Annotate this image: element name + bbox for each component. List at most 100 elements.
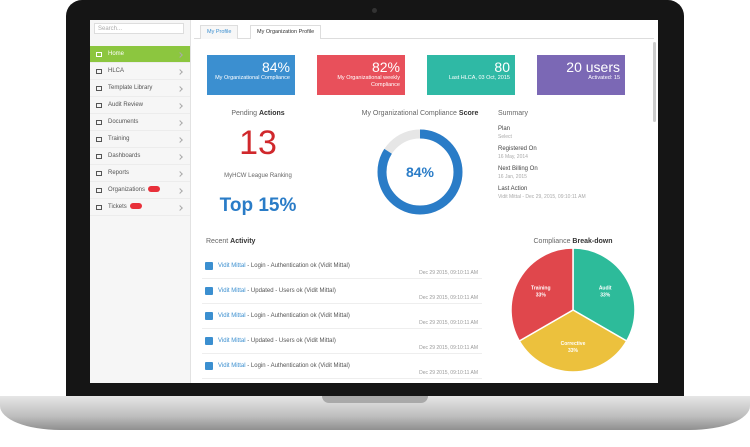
- pending-title: Pending Actions: [210, 110, 306, 117]
- activity-user[interactable]: Vidit Mittal: [218, 263, 246, 269]
- activity-action: - Login - Authentication ok (Vidit Mitta…: [247, 263, 350, 269]
- summary-value: 16 Jan, 2015: [498, 174, 527, 180]
- menu-badge: [129, 203, 142, 210]
- pie-label: 33%: [600, 292, 611, 298]
- menu-label: Reports: [108, 170, 130, 176]
- activity-row: Vidit Mittal - Login - Authentication ok…: [202, 358, 482, 379]
- menu-label: Training: [108, 136, 130, 142]
- score-title-text: My Organizational Compliance: [361, 110, 457, 117]
- scrollbar[interactable]: [653, 42, 656, 122]
- menu-label: Audit Review: [108, 102, 144, 108]
- ranking-title: MyHCW League Ranking: [224, 173, 292, 179]
- activity-check: [205, 262, 213, 270]
- activity-text: Vidit Mittal - Updated - Users ok (Vidit…: [218, 338, 336, 344]
- breakdown-title-bold: Break-down: [572, 238, 613, 245]
- breakdown-title: Compliance Break-down: [510, 238, 636, 245]
- pending-title-text: Pending: [231, 110, 258, 117]
- summary-field: Registered On 16 May, 2014: [498, 146, 648, 160]
- search-box[interactable]: Search...: [94, 23, 184, 34]
- menu-item[interactable]: Audit Review: [90, 97, 190, 114]
- breakdown-title-text: Compliance: [533, 238, 571, 245]
- pie-slice: [572, 247, 636, 343]
- activity-action: - Updated - Users ok (Vidit Mittal): [247, 288, 336, 294]
- activity-text: Vidit Mittal - Login - Authentication ok…: [218, 363, 350, 369]
- activity-user[interactable]: Vidit Mittal: [218, 363, 246, 369]
- stat-label: My Organizational weekly Compliance: [337, 75, 400, 88]
- activity-user[interactable]: Vidit Mittal: [218, 338, 246, 344]
- activity-action: - Login - Authentication ok (Vidit Mitta…: [247, 313, 350, 319]
- menu-icon: [96, 52, 102, 57]
- pending-title-bold: Actions: [258, 110, 285, 117]
- tab[interactable]: My Profile: [200, 25, 239, 39]
- activity-check: [205, 337, 213, 345]
- activity-title: Recent Activity: [206, 238, 255, 245]
- score-title-bold: Score: [458, 110, 479, 117]
- pie-slice: [510, 247, 574, 343]
- summary-value: Vidit Mittal - Dec 29, 2015, 09:10:11 AM: [498, 194, 586, 200]
- summary-field: Plan Select: [498, 126, 648, 140]
- summary-label: Next Billing On: [498, 166, 538, 172]
- activity-title-text: Recent: [206, 238, 229, 245]
- stat-value: 84%: [261, 59, 290, 75]
- stat-label: Last HLCA, 03 Oct, 2015: [448, 75, 510, 81]
- summary-value: 16 May, 2014: [498, 154, 528, 160]
- menu-item[interactable]: Organizations: [90, 182, 190, 199]
- menu-item[interactable]: Documents: [90, 114, 190, 131]
- activity-user[interactable]: Vidit Mittal: [218, 288, 246, 294]
- stat-value: 20 users: [566, 59, 620, 75]
- score-label: 84%: [406, 164, 435, 180]
- activity-user[interactable]: Vidit Mittal: [218, 313, 246, 319]
- stat-label: My Organizational Compliance: [215, 75, 290, 81]
- summary-field: Last Action Vidit Mittal - Dec 29, 2015, …: [498, 186, 648, 200]
- activity-row: Vidit Mittal - Login - Authentication ok…: [202, 258, 482, 279]
- activity-title-bold: Activity: [230, 238, 256, 245]
- activity-time: Dec 29 2015, 09:10:11 AM: [419, 320, 478, 326]
- ranking-value: Top 15%: [219, 195, 297, 216]
- activity-text: Vidit Mittal - Login - Authentication ok…: [218, 263, 350, 269]
- stat-card: 84% My Organizational Compliance: [207, 55, 295, 95]
- menu-label: Organizations: [108, 187, 146, 193]
- pie-name: Corrective: [561, 341, 586, 347]
- summary-field: Next Billing On 16 Jan, 2015: [498, 166, 648, 180]
- menu-badge: [148, 186, 161, 193]
- summary-title: Summary: [498, 110, 528, 117]
- menu-icon: [96, 120, 102, 125]
- activity-action: - Login - Authentication ok (Vidit Mitta…: [247, 363, 350, 369]
- menu-label: Dashboards: [108, 153, 141, 159]
- menu-item[interactable]: Tickets: [90, 199, 190, 216]
- menu-item[interactable]: Dashboards: [90, 148, 190, 165]
- activity-row: Vidit Mittal - Login - Authentication ok…: [202, 308, 482, 329]
- summary-fields: Plan Select Registered On 16 May, 2014 Next …: [498, 126, 648, 206]
- menu-label: Tickets: [108, 204, 127, 210]
- tab-rule: [194, 38, 654, 39]
- pie-name: Audit: [599, 285, 612, 291]
- activity-text: Vidit Mittal - Login - Authentication ok…: [218, 313, 350, 319]
- activity-check: [205, 362, 213, 370]
- menu-item[interactable]: Template Library: [90, 80, 190, 97]
- menu-item[interactable]: HLCA: [90, 63, 190, 80]
- pie-name: Training: [531, 285, 550, 291]
- menu-icon: [96, 69, 102, 74]
- stat-card: 80 Last HLCA, 03 Oct, 2015: [427, 55, 515, 95]
- menu-item[interactable]: Training: [90, 131, 190, 148]
- menu-label: Home: [108, 51, 125, 57]
- sidebar: Search... Home HLCA Template Library Audit …: [90, 20, 191, 383]
- activity-time: Dec 29 2015, 09:10:11 AM: [419, 345, 478, 351]
- activity-row: Vidit Mittal - Updated - Users ok (Vidit…: [202, 283, 482, 304]
- activity-row: Vidit Mittal - Updated - Users ok (Vidit…: [202, 333, 482, 354]
- menu-item[interactable]: Home: [90, 46, 190, 63]
- tab[interactable]: My Organization Profile: [250, 25, 322, 39]
- stat-value: 82%: [371, 59, 400, 75]
- pie-label: 33%: [536, 292, 547, 298]
- menu-icon: [96, 205, 102, 210]
- laptop-notch: [322, 396, 428, 403]
- menu-label: Documents: [108, 119, 139, 125]
- activity-time: Dec 29 2015, 09:10:11 AM: [419, 295, 478, 301]
- activity-time: Dec 29 2015, 09:10:11 AM: [419, 270, 478, 276]
- activity-check: [205, 312, 213, 320]
- menu-icon: [96, 188, 102, 193]
- pie-label: 33%: [568, 348, 579, 354]
- menu-item[interactable]: Reports: [90, 165, 190, 182]
